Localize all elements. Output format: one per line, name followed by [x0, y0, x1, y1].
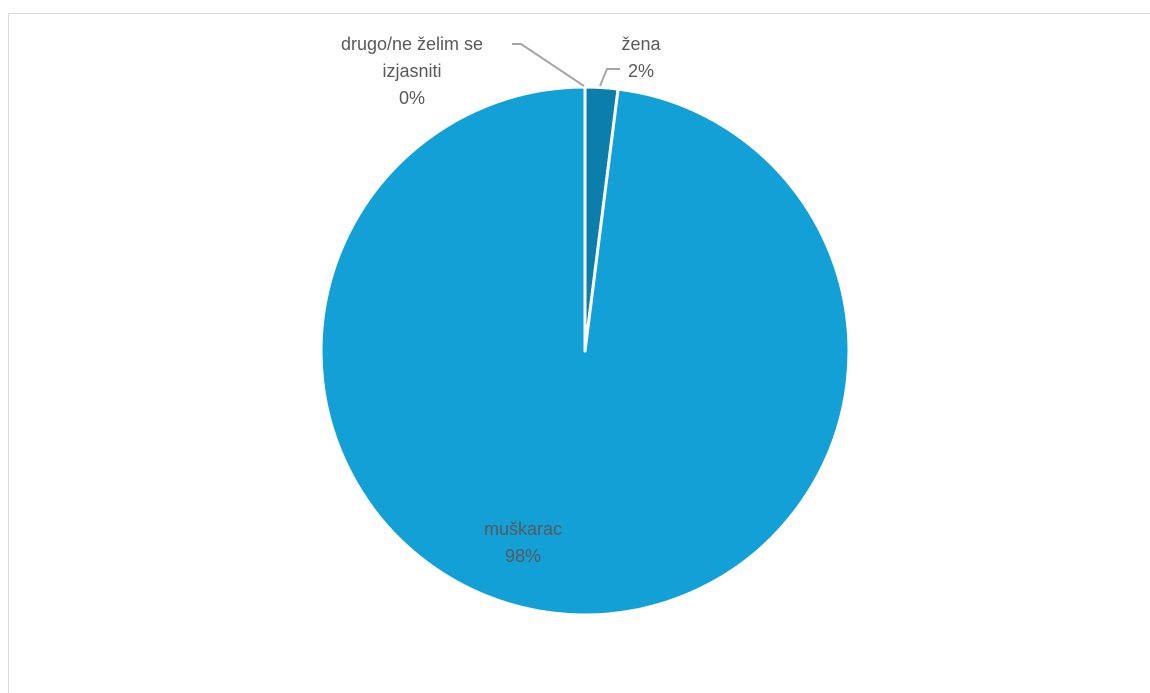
- label-zena-pct: 2%: [628, 61, 654, 81]
- chart-area: [8, 13, 1150, 693]
- leader-line-zena: [599, 68, 620, 87]
- label-other-line2: izjasniti: [382, 61, 441, 81]
- pie-slice-muskarac: [319, 85, 851, 617]
- pie-slices: [319, 85, 851, 617]
- label-other-pct: 0%: [399, 88, 425, 108]
- label-zena-name: žena: [621, 34, 661, 54]
- label-muskarac-pct: 98%: [505, 546, 541, 566]
- label-other-line1: drugo/ne želim se: [341, 34, 483, 54]
- pie-chart: drugo/ne želim se izjasniti 0% žena 2% m…: [319, 34, 851, 617]
- leader-line-other: [512, 43, 585, 87]
- label-muskarac-name: muškarac: [484, 519, 562, 539]
